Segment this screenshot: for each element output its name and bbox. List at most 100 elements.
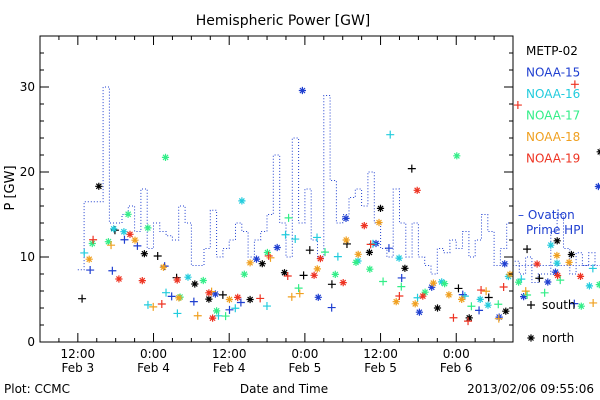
data-point <box>551 268 560 276</box>
data-point <box>535 274 544 283</box>
data-point <box>360 222 368 230</box>
data-point <box>467 302 476 311</box>
data-point <box>464 317 473 326</box>
data-point <box>570 80 579 89</box>
data-point <box>565 258 573 266</box>
data-point <box>240 270 248 278</box>
data-point <box>161 153 170 161</box>
plot-credit: Plot: CCMC <box>4 382 70 396</box>
legend-south-label: south <box>542 298 576 312</box>
data-point <box>484 301 492 309</box>
data-point <box>162 288 171 297</box>
data-point <box>419 292 427 300</box>
data-point <box>236 298 245 307</box>
data-point <box>199 276 207 285</box>
data-point <box>157 299 166 308</box>
data-point <box>570 299 579 308</box>
data-point <box>193 311 202 320</box>
data-point <box>189 297 198 306</box>
data-point <box>316 255 324 263</box>
data-point <box>379 277 388 286</box>
data-point <box>342 214 350 222</box>
data-point <box>428 283 436 291</box>
data-point <box>553 259 561 267</box>
legend-south-marker <box>527 301 535 309</box>
data-point <box>476 295 484 303</box>
data-point <box>167 292 176 301</box>
data-point <box>553 237 561 245</box>
legend-entry-noaa-15: NOAA-15 <box>526 66 580 80</box>
legend-entry-ovation-prime: Prime HPI <box>526 223 584 237</box>
data-point <box>205 295 213 303</box>
x-axis-label: Date and Time <box>240 382 328 396</box>
data-point <box>544 278 552 286</box>
data-point <box>445 291 453 299</box>
data-point <box>523 245 532 254</box>
data-point <box>395 254 403 262</box>
data-point <box>310 271 318 279</box>
series-noaa-17 <box>88 152 600 321</box>
x-tick-label: 0:00 <box>443 347 470 361</box>
data-point <box>86 266 95 275</box>
data-point <box>211 290 219 298</box>
x-tick-label: 12:00 <box>212 347 247 361</box>
data-point <box>281 230 290 239</box>
data-point <box>449 313 458 322</box>
data-point <box>397 273 406 282</box>
data-point <box>354 250 362 258</box>
data-point <box>567 250 575 259</box>
data-point <box>331 270 339 278</box>
y-tick-label: 20 <box>20 165 35 179</box>
data-point <box>384 244 393 253</box>
data-point <box>475 306 484 315</box>
data-point <box>110 225 118 233</box>
data-point <box>413 186 421 194</box>
data-point <box>441 280 449 288</box>
data-point <box>266 253 275 262</box>
data-point <box>131 236 139 244</box>
data-point <box>454 284 463 293</box>
data-point <box>540 288 549 297</box>
data-point <box>107 241 116 250</box>
data-point <box>395 291 404 300</box>
x-tick-date: Feb 5 <box>289 361 322 375</box>
data-point <box>376 204 385 212</box>
data-point <box>213 307 221 315</box>
plot-timestamp: 2013/02/06 09:55:06 <box>467 382 594 396</box>
data-point <box>291 235 300 244</box>
data-point <box>392 298 400 306</box>
data-point <box>411 300 419 308</box>
data-point <box>314 293 322 301</box>
data-point <box>262 302 271 311</box>
data-point <box>494 314 503 323</box>
data-point <box>256 294 265 303</box>
legend-entry-noaa-19: NOAA-19 <box>526 152 580 166</box>
data-point <box>258 260 266 268</box>
data-point <box>246 295 254 304</box>
legend-north-marker <box>527 334 535 342</box>
series-metp-02 <box>78 148 600 322</box>
data-point <box>342 236 350 244</box>
data-point <box>280 269 289 277</box>
legend-entry-metp-02: METP-02 <box>526 44 578 58</box>
series-noaa-18 <box>85 218 598 323</box>
data-point <box>333 252 342 261</box>
data-point <box>231 304 240 313</box>
data-point <box>120 228 128 236</box>
data-point <box>218 290 227 299</box>
legend-entry-noaa-17: NOAA-17 <box>526 109 580 123</box>
x-tick-date: Feb 5 <box>364 361 397 375</box>
data-point <box>295 289 304 298</box>
data-point <box>515 278 523 286</box>
data-point <box>252 255 261 263</box>
data-point <box>120 235 129 244</box>
data-point <box>553 251 561 260</box>
y-axis-label: P [GW] <box>3 165 18 210</box>
data-point <box>153 251 162 260</box>
data-point <box>520 293 528 301</box>
data-point <box>287 292 296 301</box>
data-point <box>576 272 585 280</box>
data-point <box>533 260 541 268</box>
